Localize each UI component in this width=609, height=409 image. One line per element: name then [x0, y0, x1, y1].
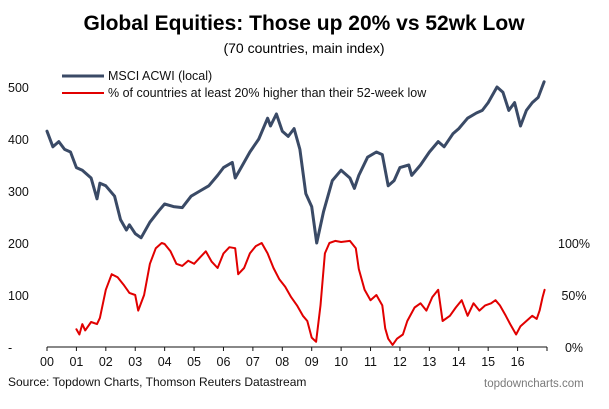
x-tick-label: 13 — [422, 355, 436, 369]
legend: MSCI ACWI (local) % of countries at leas… — [62, 69, 427, 100]
x-tick-label: 12 — [393, 355, 407, 369]
chart-title: Global Equities: Those up 20% vs 52wk Lo… — [83, 12, 525, 35]
legend-label-msci: MSCI ACWI (local) — [108, 69, 212, 83]
x-tick-label: 00 — [40, 355, 54, 369]
y-right-tick-label: 0% — [565, 341, 583, 355]
x-tick-label: 01 — [69, 355, 83, 369]
y-right-tick-label: 50% — [561, 289, 586, 303]
credit-watermark: topdowncharts.com — [484, 378, 584, 390]
source-note: Source: Topdown Charts, Thomson Reuters … — [8, 375, 306, 389]
y-left-tick-label: 500 — [8, 81, 29, 95]
plot-area: 00 01 02 03 04 05 06 07 08 09 10 11 12 13 14 15 16 500 400… — [8, 80, 590, 369]
x-tick-label: 14 — [452, 355, 466, 369]
x-tick-label: 04 — [158, 355, 172, 369]
x-tick-label: 16 — [511, 355, 525, 369]
y-left-tick-label: 100 — [8, 289, 29, 303]
x-tick-label: 02 — [99, 355, 113, 369]
y-left-tick-label: 200 — [8, 237, 29, 251]
x-tick-label: 06 — [217, 355, 231, 369]
y-left-tick-label: 300 — [8, 185, 29, 199]
x-tick-label: 10 — [334, 355, 348, 369]
chart-subtitle: (70 countries, main index) — [223, 40, 384, 56]
x-tick-label: 15 — [481, 355, 495, 369]
series-line-msci-acwi — [45, 80, 546, 245]
x-tick-label: 05 — [187, 355, 201, 369]
y-left-tick-label: 400 — [8, 133, 29, 147]
x-tick-label: 11 — [364, 355, 377, 369]
x-tick-label: 03 — [128, 355, 142, 369]
x-tick-label: 09 — [305, 355, 319, 369]
y-left-tick-label: - — [8, 341, 12, 355]
series-line-pct-countries — [75, 239, 546, 346]
legend-label-pct: % of countries at least 20% higher than … — [108, 86, 427, 100]
y-right-tick-label: 100% — [558, 237, 590, 251]
x-tick-label: 07 — [246, 355, 260, 369]
x-tick-label: 08 — [275, 355, 289, 369]
